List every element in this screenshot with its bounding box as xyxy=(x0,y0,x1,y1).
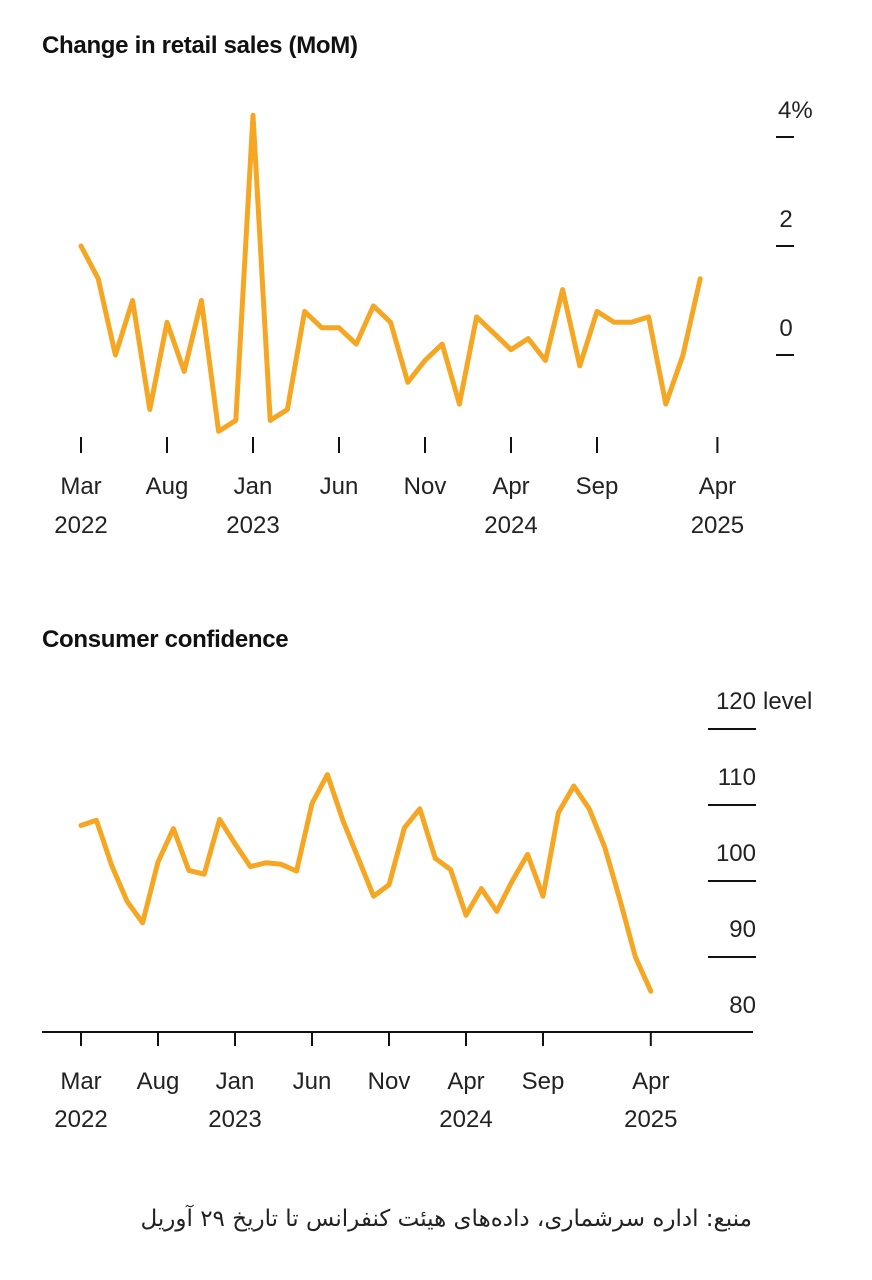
x-tick-month-label: Jan xyxy=(216,1068,255,1095)
x-tick-year-label: 2023 xyxy=(226,512,279,539)
y-tick-label: 90 xyxy=(729,916,756,943)
x-tick-month-label: Apr xyxy=(699,473,736,500)
x-tick-month-label: Apr xyxy=(447,1068,484,1095)
x-tick-month-label: Apr xyxy=(632,1068,669,1095)
y-tick-label: 0 xyxy=(779,315,792,342)
retail-sales-chart: 4% 2 0 Mar 2022 Aug Jan 2023 Jun Nov Apr 2024 Sep Apr… xyxy=(54,97,813,539)
source-note: منبع: اداره سرشماری، داده‌های هیئت کنفرا… xyxy=(140,1206,752,1232)
y-tick-label: 4% xyxy=(778,97,813,124)
x-tick-year-label: 2022 xyxy=(54,1106,107,1133)
x-tick-month-label: Jun xyxy=(320,473,359,500)
y-tick-label: 100 xyxy=(716,840,756,867)
x-tick-year-label: 2025 xyxy=(624,1106,677,1133)
x-tick-month-label: Aug xyxy=(146,473,189,500)
y-tick-label: 2 xyxy=(779,206,792,233)
x-tick-month-label: Jan xyxy=(234,473,273,500)
x-tick-month-label: Sep xyxy=(522,1068,565,1095)
x-tick-year-label: 2022 xyxy=(54,512,107,539)
consumer-confidence-chart: 120 110 100 90 80 level Mar 2022 Aug Jan 2023 Jun No… xyxy=(42,688,812,1133)
x-tick-month-label: Nov xyxy=(368,1068,411,1095)
x-tick-month-label: Jun xyxy=(293,1068,332,1095)
x-tick-month-label: Mar xyxy=(60,1068,101,1095)
x-tick-month-label: Mar xyxy=(60,473,101,500)
x-tick-month-label: Sep xyxy=(576,473,619,500)
x-tick-month-label: Nov xyxy=(404,473,447,500)
y-unit-label: level xyxy=(763,688,812,715)
x-tick-year-label: 2023 xyxy=(208,1106,261,1133)
x-tick-month-label: Apr xyxy=(492,473,529,500)
y-tick-label: 80 xyxy=(729,992,756,1019)
x-tick-year-label: 2024 xyxy=(484,512,537,539)
retail-sales-chart-title: Change in retail sales (MoM) xyxy=(42,32,358,59)
consumer-confidence-chart-title: Consumer confidence xyxy=(42,626,289,653)
y-tick-label: 120 xyxy=(716,688,756,715)
x-tick-month-label: Aug xyxy=(137,1068,180,1095)
x-tick-year-label: 2025 xyxy=(691,512,744,539)
x-tick-year-label: 2024 xyxy=(439,1106,492,1133)
consumer-confidence-series-line xyxy=(78,772,654,994)
y-tick-label: 110 xyxy=(718,764,756,791)
